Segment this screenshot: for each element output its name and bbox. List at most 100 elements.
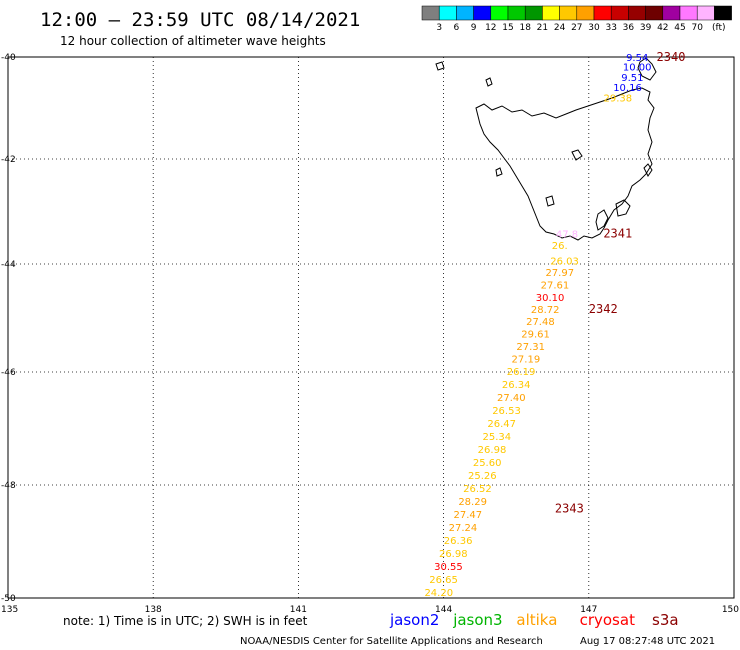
colorbar-swatch [610, 5, 629, 21]
wave-height-label: 9.54 [626, 53, 648, 64]
colorbar-label: 45 [674, 23, 685, 33]
colorbar-label: 27 [571, 23, 582, 33]
wave-height-label: 26. [552, 241, 568, 252]
colorbar-swatch [524, 5, 543, 21]
wave-height-label: 10.00 [623, 63, 652, 74]
page-subtitle: 12 hour collection of altimeter wave hei… [60, 34, 326, 48]
king-island-tip [435, 61, 445, 71]
wave-height-label: 26.53 [492, 406, 521, 417]
footer-credit: NOAA/NESDIS Center for Satellite Applica… [240, 636, 543, 647]
wave-height-label: 25.26 [468, 471, 497, 482]
colorbar-label: 30 [588, 23, 600, 33]
wave-height-label: 26.19 [507, 367, 536, 378]
wave-height-label: 29.61 [521, 330, 550, 341]
legend-jason2: jason2 [389, 611, 439, 629]
wave-height-label: 26.36 [444, 536, 473, 547]
longitude-label: 138 [145, 605, 162, 615]
wave-height-label: 26.65 [429, 575, 458, 586]
latitude-label: -42 [1, 155, 16, 165]
time-label: 2341 [603, 227, 632, 241]
satellite-legend: jason2 jason3 altika cryosat s3a [389, 611, 679, 629]
wave-height-label: 28.72 [531, 305, 560, 316]
wave-height-label: 26.98 [439, 549, 468, 560]
colorbar-label: 12 [485, 23, 496, 33]
wave-height-label: 27.47 [453, 510, 482, 521]
furneaux-islands [637, 57, 657, 81]
islet-central [571, 149, 583, 161]
colorbar-label: 42 [657, 23, 668, 33]
wave-height-label: 27.40 [497, 393, 526, 404]
colorbar-label: 33 [605, 23, 616, 33]
wave-height-label: 26.47 [487, 419, 516, 430]
wave-height-label: 27.19 [512, 355, 541, 366]
latitude-label: -40 [1, 53, 16, 63]
legend-cryosat: cryosat [580, 611, 635, 629]
wave-height-label: 9.51 [621, 73, 643, 84]
colorbar-swatch [456, 5, 474, 21]
colorbar-swatch [473, 5, 492, 21]
plot-frame [7, 56, 735, 599]
colorbar-swatch [576, 5, 595, 21]
colorbar-swatch [628, 5, 646, 21]
tasmania-mainland [475, 87, 655, 241]
colorbar-swatch [507, 5, 526, 21]
islet-west [495, 167, 503, 177]
maria-island [643, 163, 653, 177]
colorbar-swatch [490, 5, 509, 21]
wave-height-label: 30.10 [536, 293, 565, 304]
latitude-label: -46 [1, 368, 16, 378]
longitude-label: 141 [290, 605, 307, 615]
colorbar-swatch [662, 5, 681, 21]
islet-south [545, 195, 555, 207]
colorbar-swatch [542, 5, 560, 21]
wave-height-label: 26.03 [550, 256, 579, 267]
wave-height-label: 24.20 [424, 588, 453, 599]
colorbar-label: 3 [436, 23, 442, 33]
wave-height-label: 30.55 [434, 562, 463, 573]
legend-s3a: s3a [652, 611, 679, 629]
wave-height-label: 27.31 [516, 342, 545, 353]
colorbar-unit: (ft) [712, 23, 726, 33]
colorbar-label: 6 [454, 23, 460, 33]
wave-height-label: 47.8 [556, 230, 578, 241]
colorbar-swatch [679, 5, 698, 21]
legend-altika: altika [516, 611, 557, 629]
time-label: 2340 [657, 50, 686, 64]
longitude-labels: 135 138 141 144 147 150 [1, 605, 739, 615]
wave-height-label: 26.98 [478, 445, 507, 456]
colorbar-label: 70 [691, 23, 703, 33]
tasmania-coastline [435, 57, 657, 241]
colorbar-legend: 3 6 9 12 15 18 21 24 27 30 33 36 39 42 45 70 [421, 5, 732, 33]
colorbar-swatch [438, 5, 457, 21]
latitude-label: -48 [1, 481, 16, 491]
colorbar-swatch [714, 5, 732, 21]
colorbar-label: 24 [554, 23, 566, 33]
hunter-islands [485, 77, 493, 87]
time-label: 2343 [555, 502, 584, 516]
wave-height-label: 26.34 [502, 380, 531, 391]
tasman-peninsula [615, 199, 631, 217]
wave-height-label: 27.97 [545, 268, 574, 279]
colorbar-label: 21 [537, 23, 548, 33]
time-labels: 2340 2341 2342 2343 [555, 50, 686, 516]
colorbar-swatch [645, 5, 664, 21]
colorbar-swatch [559, 5, 578, 21]
longitude-label: 135 [1, 605, 18, 615]
wave-height-label: 26.52 [463, 484, 492, 495]
longitude-label: 144 [435, 605, 452, 615]
time-label: 2342 [589, 302, 618, 316]
longitude-label: 147 [580, 605, 597, 615]
colorbar-swatch [696, 5, 715, 21]
graticule [8, 57, 734, 598]
wave-height-label: 10.16 [613, 83, 642, 94]
wave-height-label: 25.34 [483, 432, 512, 443]
wave-height-label: 25.60 [473, 458, 502, 469]
legend-jason3: jason3 [452, 611, 502, 629]
wave-height-label: 27.48 [526, 317, 555, 328]
wave-height-label: 27.61 [541, 281, 570, 292]
latitude-labels: -40 -42 -44 -46 -48 -50 [1, 53, 16, 604]
page-title: 12:00 – 23:59 UTC 08/14/2021 [40, 9, 360, 31]
colorbar-label: 39 [640, 23, 652, 33]
